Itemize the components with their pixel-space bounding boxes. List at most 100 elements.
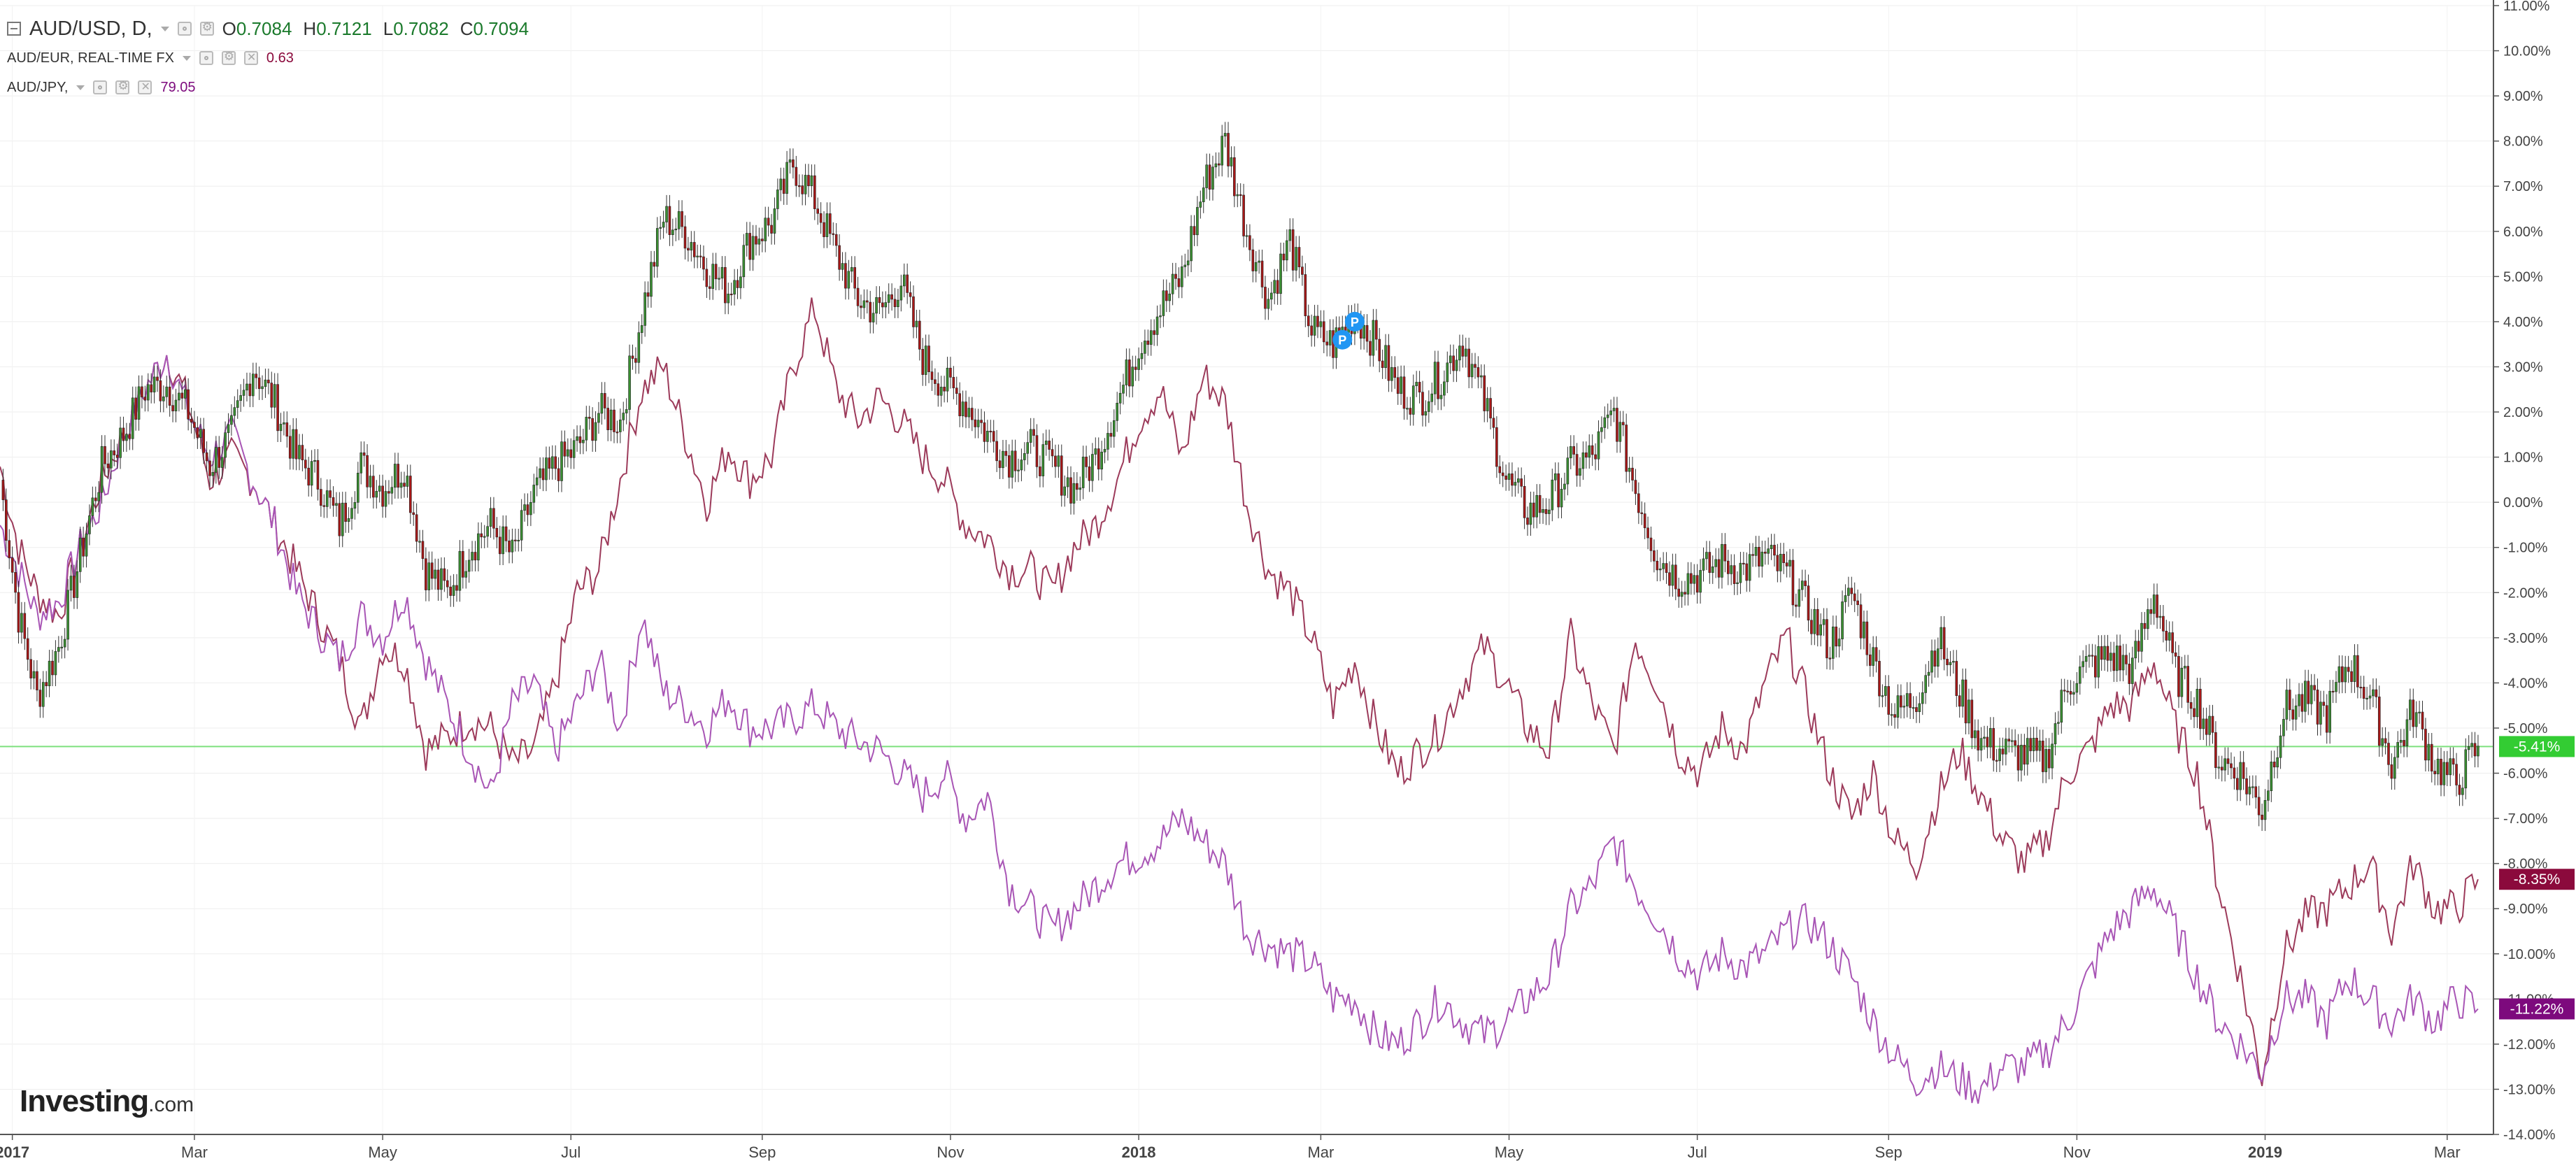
- candle: [264, 379, 267, 387]
- candle: [220, 457, 224, 468]
- candle: [85, 534, 88, 557]
- candle: [2023, 745, 2026, 765]
- candle: [560, 441, 563, 481]
- candle: [1387, 345, 1390, 381]
- candle: [224, 432, 227, 458]
- candle: [1286, 240, 1288, 261]
- main-symbol-label: AUD/USD, D,: [29, 17, 152, 40]
- y-tick-label: 3.00%: [2503, 359, 2543, 375]
- candle: [2196, 688, 2199, 718]
- candle: [1773, 545, 1776, 556]
- candle: [270, 383, 273, 408]
- gear-icon[interactable]: [115, 79, 130, 94]
- candle: [1804, 581, 1807, 586]
- candle: [2424, 729, 2427, 761]
- candle: [1017, 469, 1020, 471]
- candle: [582, 439, 585, 443]
- candle: [1455, 359, 1458, 371]
- candle: [32, 671, 36, 678]
- candle: [1313, 315, 1316, 336]
- candle: [2217, 767, 2221, 769]
- candle: [792, 159, 795, 168]
- candle: [1162, 290, 1165, 316]
- candle: [1807, 585, 1810, 621]
- candle: [2427, 743, 2431, 761]
- candle: [653, 262, 656, 267]
- candle: [567, 449, 569, 457]
- candle: [1656, 560, 1659, 571]
- candle: [347, 518, 350, 522]
- collapse-icon[interactable]: [7, 22, 21, 36]
- candle: [946, 367, 949, 392]
- candle: [2156, 594, 2158, 618]
- candle: [498, 536, 501, 555]
- candle: [2368, 695, 2372, 699]
- y-tick-label: -4.00%: [2503, 676, 2548, 691]
- candle: [1856, 600, 1859, 605]
- candle: [625, 409, 628, 413]
- event-markers[interactable]: PP: [1332, 311, 1365, 350]
- candle: [304, 460, 307, 469]
- candle: [1940, 627, 1943, 649]
- candle: [2430, 743, 2433, 771]
- y-axis[interactable]: 11.00% 10.00% 9.00% 8.00% 7.00% 6.00% 5.00% 4.0…: [2493, 0, 2556, 1143]
- candle: [788, 159, 792, 163]
- candle: [841, 263, 844, 270]
- candle: [1937, 648, 1940, 667]
- candle: [251, 373, 255, 397]
- candle: [2245, 778, 2248, 795]
- candle: [1970, 699, 1974, 739]
- gear-icon[interactable]: [199, 20, 214, 36]
- candle: [322, 505, 326, 507]
- candle: [1264, 287, 1267, 309]
- low-label: L: [383, 17, 394, 39]
- candle: [1782, 554, 1786, 563]
- visibility-icon[interactable]: [199, 51, 213, 65]
- candle: [384, 491, 387, 507]
- chevron-down-icon[interactable]: [160, 26, 169, 31]
- close-icon[interactable]: [243, 50, 258, 65]
- candle: [1649, 537, 1653, 551]
- candle: [1800, 581, 1804, 590]
- x-axis[interactable]: 2017 Mar May Jul Sep Nov 2018 Mar May Jul Sep Nov 20…: [0, 1134, 2493, 1161]
- candle: [1912, 707, 1915, 709]
- candle: [681, 211, 683, 227]
- candle: [1881, 695, 1884, 697]
- candle: [2211, 715, 2214, 733]
- candle: [1202, 187, 1205, 202]
- y-tick-label: -9.00%: [2503, 902, 2548, 917]
- candle: [1409, 408, 1412, 415]
- candle: [881, 302, 884, 308]
- candle: [902, 274, 906, 287]
- candle: [1665, 563, 1668, 574]
- candle: [1131, 366, 1134, 387]
- candle: [2442, 762, 2446, 785]
- candle: [2005, 739, 2007, 755]
- candle: [1896, 695, 1900, 718]
- candle: [965, 401, 967, 418]
- chevron-down-icon[interactable]: [76, 85, 85, 90]
- candle: [2319, 701, 2322, 725]
- candle: [1551, 479, 1554, 511]
- candle: [2057, 722, 2060, 724]
- x-tick-label: 2018: [1122, 1144, 1156, 1161]
- candle: [1581, 452, 1585, 469]
- candle: [2233, 767, 2236, 779]
- candle: [767, 218, 770, 226]
- gear-icon[interactable]: [221, 50, 236, 65]
- visibility-icon[interactable]: [177, 22, 192, 36]
- visibility-icon[interactable]: [93, 80, 108, 94]
- candle: [1159, 315, 1162, 318]
- candle: [1439, 394, 1443, 399]
- candle: [1486, 398, 1489, 411]
- candle: [2128, 664, 2131, 684]
- candle: [622, 413, 625, 420]
- close-icon[interactable]: [138, 80, 152, 94]
- candle: [1795, 604, 1798, 607]
- candle: [1646, 527, 1649, 539]
- x-tick-label: 2017: [0, 1144, 29, 1161]
- candle: [1245, 235, 1248, 237]
- chevron-down-icon[interactable]: [182, 55, 191, 61]
- candle: [137, 386, 141, 420]
